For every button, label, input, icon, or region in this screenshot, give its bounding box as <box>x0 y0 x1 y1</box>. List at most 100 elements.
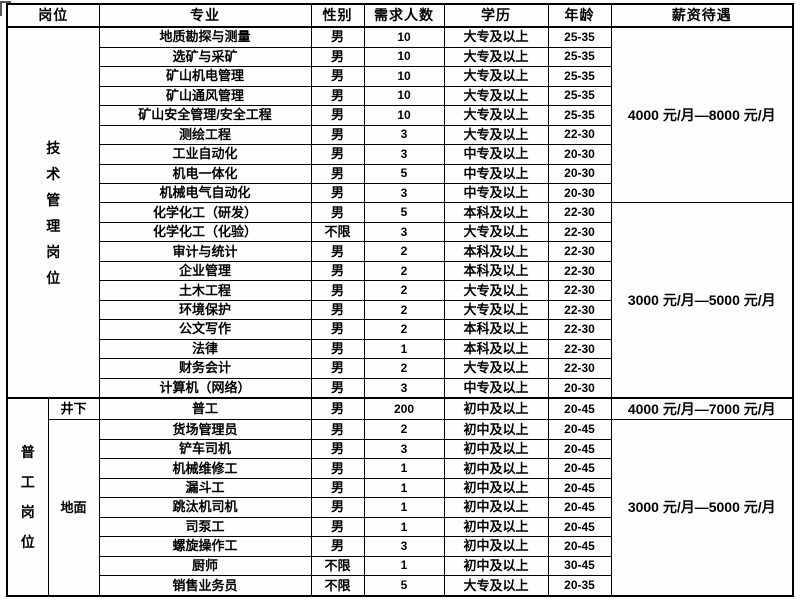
age-cell: 22-30 <box>547 319 612 340</box>
age-cell: 20-35 <box>547 575 612 597</box>
table-row: 地面 货场管理员男 2 初中及以上 20-45 3000 元/月—5000 元/月 <box>7 419 794 597</box>
table-row: 审计与统计男 2 本科及以上 22-30 <box>7 241 793 262</box>
major-cell: 铲车司机 <box>98 438 312 460</box>
header-education: 学历 <box>443 3 549 28</box>
education-cell: 初中及以上 <box>443 397 549 421</box>
age-cell: 25-35 <box>547 46 612 68</box>
salary-cell: 3000 元/月—5000 元/月 <box>610 202 794 399</box>
table-row: 选矿与采矿男 10 大专及以上 25-35 <box>7 46 793 68</box>
table-row: 铲车司机男 3 初中及以上 20-45 <box>7 438 793 460</box>
count-cell: 2 <box>363 319 445 340</box>
age-cell: 25-35 <box>547 66 612 87</box>
major-cell: 审计与统计 <box>98 241 312 262</box>
education-cell: 中专及以上 <box>443 377 549 399</box>
location-surface: 地面 <box>47 419 100 597</box>
major-cell: 销售业务员 <box>98 575 312 597</box>
education-cell: 大专及以上 <box>443 575 549 597</box>
salary-cell: 4000 元/月—7000 元/月 <box>610 397 794 421</box>
education-cell: 初中及以上 <box>443 419 549 440</box>
major-cell: 计算机（网络） <box>98 377 312 399</box>
gender-cell: 男 <box>310 419 365 440</box>
header-row: 岗位 专业 性别 需求人数 学历 年龄 薪资待遇 <box>6 3 794 28</box>
table-row: 环境保护男 2 大专及以上 22-30 <box>7 299 793 321</box>
count-cell: 2 <box>363 260 445 282</box>
major-cell: 财务会计 <box>98 358 312 379</box>
table-row: 矿山安全管理/安全工程男 10 大专及以上 25-35 <box>7 105 793 126</box>
count-cell: 200 <box>363 397 445 421</box>
gender-cell: 男 <box>310 438 365 460</box>
gender-cell: 男 <box>310 26 365 48</box>
position-group-technical-label: 技术管理岗位 <box>46 139 61 286</box>
table-row: 厨师 不限 1 初中及以上 30-45 <box>7 555 793 577</box>
table-row: 销售业务员 不限 5 大专及以上 20-35 <box>7 575 793 597</box>
major-cell: 机械电气自动化 <box>98 182 312 204</box>
gender-cell: 不限 <box>310 555 365 577</box>
table-row: 财务会计男 2 大专及以上 22-30 <box>7 358 793 379</box>
table-row: 企业管理男 2 本科及以上 22-30 <box>7 260 793 282</box>
gender-cell: 不限 <box>310 575 365 597</box>
gender-cell: 男 <box>310 182 365 204</box>
education-cell: 大专及以上 <box>443 26 549 48</box>
major-cell: 矿山通风管理 <box>98 85 312 107</box>
age-cell: 20-45 <box>547 497 612 518</box>
gender-cell: 男 <box>310 377 365 399</box>
gender-cell: 不限 <box>310 221 365 243</box>
age-cell: 20-45 <box>547 536 612 557</box>
table-header: 岗位 专业 性别 需求人数 学历 年龄 薪资待遇 <box>6 3 794 28</box>
table-row: 化学化工（化验） 不限 3 大专及以上 22-30 <box>7 221 793 243</box>
major-cell: 漏斗工 <box>98 477 312 499</box>
age-cell: 22-30 <box>547 202 612 223</box>
age-cell: 20-45 <box>547 477 612 499</box>
count-cell: 2 <box>363 241 445 262</box>
count-cell: 10 <box>363 105 445 126</box>
gender-cell: 男 <box>310 46 365 68</box>
age-cell: 20-30 <box>547 182 612 204</box>
table-row: 司泵工男 1 初中及以上 20-45 <box>7 516 793 538</box>
recruitment-table: 岗位 专业 性别 需求人数 学历 年龄 薪资待遇 技术管理岗位 地质勘探与测量男 1… <box>6 3 794 597</box>
table-row: 矿山通风管理男 10 大专及以上 25-35 <box>7 85 793 107</box>
major-cell: 螺旋操作工 <box>98 536 312 557</box>
header-gender: 性别 <box>310 3 365 28</box>
education-cell: 大专及以上 <box>443 46 549 68</box>
table-row: 漏斗工男 1 初中及以上 20-45 <box>7 477 793 499</box>
major-cell: 跳汰机司机 <box>98 497 312 518</box>
major-cell: 环境保护 <box>98 299 312 321</box>
count-cell: 2 <box>363 358 445 379</box>
gender-cell: 男 <box>310 202 365 223</box>
count-cell: 1 <box>363 458 445 479</box>
table-row: 计算机（网络）男 3 中专及以上 20-30 <box>7 377 793 399</box>
gender-cell: 男 <box>310 477 365 499</box>
major-cell: 司泵工 <box>98 516 312 538</box>
count-cell: 3 <box>363 182 445 204</box>
header-age: 年龄 <box>547 3 612 28</box>
education-cell: 初中及以上 <box>443 497 549 518</box>
count-cell: 10 <box>363 66 445 87</box>
age-cell: 22-30 <box>547 241 612 262</box>
gender-cell: 男 <box>310 105 365 126</box>
major-cell: 矿山安全管理/安全工程 <box>98 105 312 126</box>
gender-cell: 男 <box>310 241 365 262</box>
major-cell: 机械维修工 <box>98 458 312 479</box>
age-cell: 22-30 <box>547 358 612 379</box>
education-cell: 中专及以上 <box>443 163 549 185</box>
education-cell: 大专及以上 <box>443 124 549 146</box>
age-cell: 25-35 <box>547 85 612 107</box>
major-cell: 工业自动化 <box>98 144 312 165</box>
major-cell: 厨师 <box>98 555 312 577</box>
position-group-technical: 技术管理岗位 <box>6 26 100 399</box>
gender-cell: 男 <box>310 144 365 165</box>
gender-cell: 男 <box>310 516 365 538</box>
education-cell: 初中及以上 <box>443 516 549 538</box>
age-cell: 20-45 <box>547 397 612 421</box>
count-cell: 3 <box>363 144 445 165</box>
education-cell: 中专及以上 <box>443 182 549 204</box>
table-body: 技术管理岗位 地质勘探与测量男 10 大专及以上 25-35 4000 元/月—8000 … <box>6 26 794 597</box>
age-cell: 20-30 <box>547 144 612 165</box>
header-salary: 薪资待遇 <box>610 3 794 28</box>
education-cell: 本科及以上 <box>443 319 549 340</box>
gender-cell: 男 <box>310 397 365 421</box>
count-cell: 1 <box>363 497 445 518</box>
count-cell: 1 <box>363 555 445 577</box>
education-cell: 初中及以上 <box>443 536 549 557</box>
